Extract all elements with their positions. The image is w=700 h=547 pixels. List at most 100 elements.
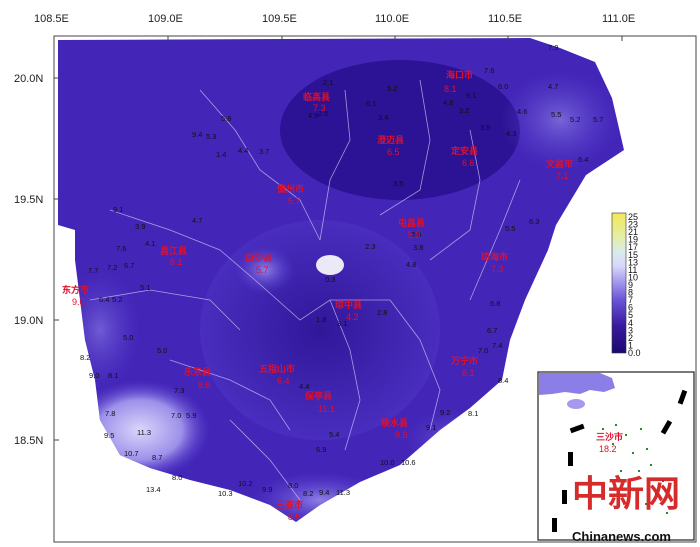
inset-islands xyxy=(602,424,668,514)
station-value: 10.0 xyxy=(380,458,395,467)
legend-tick-label: 13 xyxy=(628,257,638,267)
station-value: 9.9 xyxy=(262,485,272,494)
station-value: 5.0 xyxy=(157,346,167,355)
inset-map-sansha: 三沙市 18.2 xyxy=(537,371,695,541)
station-value: 6.9 xyxy=(316,445,326,454)
station-value: 5.4 xyxy=(329,430,339,439)
station-value: 5.2 xyxy=(570,115,580,124)
city-name-dongfang: 东方市 xyxy=(62,284,89,295)
city-name-wenchang: 文昌市 xyxy=(545,158,573,169)
station-value: 4.4 xyxy=(238,146,248,155)
city-name-qionghai: 琼海市 xyxy=(481,251,508,262)
station-value: 6.1 xyxy=(366,99,376,108)
lat-label: 19.0N xyxy=(14,315,43,327)
station-values: 9.4 5.3 5.8 4.4 3.7 1.4 2.5 2.1 4.9 6.1 … xyxy=(80,43,603,498)
city-name-tunchang: 屯昌县 xyxy=(398,217,425,228)
station-value: 7.4 xyxy=(492,341,502,350)
station-value: 10.6 xyxy=(401,458,416,467)
city-value-changjiang: 8.1 xyxy=(170,257,183,267)
station-value: 10.2 xyxy=(238,479,253,488)
station-value: 7.6 xyxy=(116,244,126,253)
lat-label: 20.0N xyxy=(14,73,43,85)
station-value: 7.9 xyxy=(548,43,558,52)
station-value: 11.3 xyxy=(336,488,350,497)
city-name-baoting: 保亭县 xyxy=(304,390,332,401)
station-value: 2.6 xyxy=(411,230,421,239)
station-value: 1.4 xyxy=(216,150,226,159)
city-name-sanya: 三亚市 xyxy=(276,499,303,510)
legend-tick-label: 25 xyxy=(628,212,638,222)
station-value: 8.0 xyxy=(172,473,182,482)
legend-tick-label: 19 xyxy=(628,235,638,245)
station-value: 5.5 xyxy=(505,224,515,233)
station-value: 3.4 xyxy=(378,113,388,122)
station-value: 4.8 xyxy=(406,260,416,269)
station-value: 8.7 xyxy=(152,453,162,462)
station-value: 5.2 xyxy=(112,295,122,304)
station-value: 9.1 xyxy=(426,423,436,432)
watermark-logo: 中新网 xyxy=(572,473,680,515)
station-value: 3.7 xyxy=(259,147,269,156)
station-value: 4.3 xyxy=(506,129,516,138)
station-value: 5.1 xyxy=(140,283,150,292)
station-value: 7.0 xyxy=(171,411,181,420)
city-value-wuzhishan: 6.4 xyxy=(277,376,290,386)
legend-tick-label: 1 xyxy=(628,340,633,350)
station-value: 5.3 xyxy=(206,132,216,141)
station-value: 4.4 xyxy=(299,382,309,391)
station-value: 9.2 xyxy=(440,408,450,417)
city-value-wenchang: 7.1 xyxy=(556,171,569,181)
station-value: 3.8 xyxy=(413,243,423,252)
city-name-danzhou: 儋州市 xyxy=(277,183,304,194)
legend-tick-label: 10 xyxy=(628,272,638,282)
station-value: 6.7 xyxy=(124,261,134,270)
city-value-chengmai: 6.5 xyxy=(387,147,400,157)
city-name-qiongzhong: 琼中县 xyxy=(335,299,362,310)
station-value: 2.5 xyxy=(318,109,328,118)
city-value-qiongzhong: 4.2 xyxy=(346,312,359,322)
lon-label: 111.0E xyxy=(602,13,635,25)
station-value: 2.3 xyxy=(365,242,375,251)
city-name-ledong: 乐东县 xyxy=(184,366,211,377)
legend-tick-label: 11 xyxy=(628,265,637,275)
city-value-wanning: 8.1 xyxy=(462,368,475,378)
city-value-haikou: 8.1 xyxy=(444,84,457,94)
station-value: 10.3 xyxy=(218,489,233,498)
city-value-lingao: 7.3 xyxy=(313,103,326,113)
watermark-url: Chinanews.com xyxy=(572,529,671,544)
station-value: 9.0 xyxy=(89,371,99,380)
city-name-changjiang: 昌江县 xyxy=(160,245,187,256)
legend-tick-label: 2 xyxy=(628,333,633,343)
lon-label: 110.0E xyxy=(375,13,409,25)
station-value: 5.0 xyxy=(123,333,133,342)
station-value: 8.2 xyxy=(80,353,90,362)
legend-tick-label: 5 xyxy=(628,310,633,320)
station-value: 7.7 xyxy=(88,266,98,275)
city-name-wuzhishan: 五指山市 xyxy=(259,363,295,374)
legend-tick-label: 3 xyxy=(628,325,633,335)
station-value: 6.1 xyxy=(466,91,476,100)
station-value: 6.8 xyxy=(490,299,500,308)
lon-label: 110.5E xyxy=(488,13,522,25)
station-value: 1.8 xyxy=(316,315,326,324)
station-value: 3.2 xyxy=(459,106,469,115)
inset-dash-border xyxy=(552,389,688,532)
station-value: 4.7 xyxy=(192,216,202,225)
legend-tick-label: 15 xyxy=(628,250,638,260)
city-value-qionghai: 7.3 xyxy=(491,264,504,274)
city-name-haikou: 海口市 xyxy=(446,69,473,80)
city-value-ledong: 8.6 xyxy=(198,380,211,390)
city-name-baisha: 白沙县 xyxy=(245,252,272,263)
city-value-sanya: 8.5 xyxy=(288,512,301,522)
station-value: 2.8 xyxy=(377,308,387,317)
legend-tick-label: 21 xyxy=(628,227,638,237)
station-value: 5.7 xyxy=(593,115,603,124)
station-value: 11.3 xyxy=(137,428,151,437)
legend-tick-label: 0.0 xyxy=(628,348,641,358)
station-value: 4.6 xyxy=(517,107,527,116)
station-value: 6.3 xyxy=(529,217,539,226)
station-value: 6.4 xyxy=(99,295,109,304)
lon-label: 108.5E xyxy=(34,13,69,25)
city-value-dingan: 6.6 xyxy=(462,158,475,168)
city-value-dongfang: 9.0 xyxy=(72,297,85,307)
